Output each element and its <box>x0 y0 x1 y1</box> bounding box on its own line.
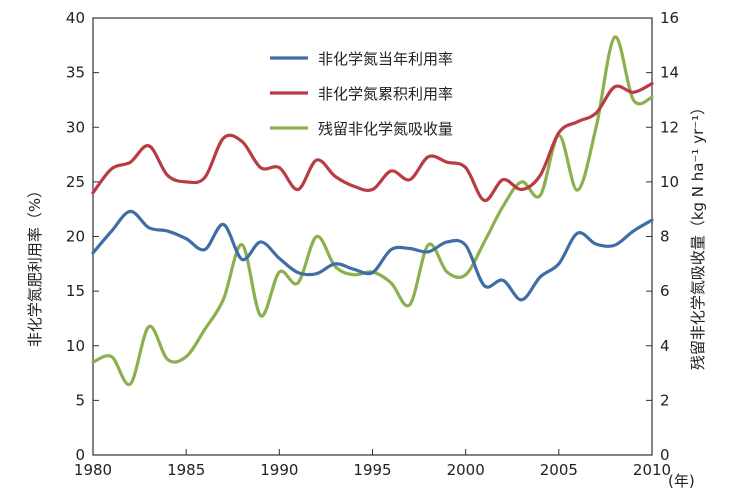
legend-label-1: 非化学氮累积利用率 <box>318 85 453 103</box>
y-tick-label: 5 <box>75 391 85 409</box>
x-tick-label: 2000 <box>447 461 485 479</box>
y-tick-label: 20 <box>66 228 85 246</box>
legend-label-0: 非化学氮当年利用率 <box>318 50 453 68</box>
ticks-layer: 1980 1985 1990 1995 2000 2005 2010051015202530… <box>66 9 679 479</box>
y2-tick-label: 10 <box>660 173 679 191</box>
y2-tick-label: 4 <box>660 337 670 355</box>
y2-tick-label: 2 <box>660 391 670 409</box>
y-tick-label: 30 <box>66 118 85 136</box>
x-tick-label: 1990 <box>260 461 298 479</box>
x-tick-label: 1980 <box>74 461 112 479</box>
legend-label-2: 残留非化学氮吸收量 <box>318 120 453 138</box>
series-layer <box>91 35 654 387</box>
plot-area <box>92 17 653 456</box>
series-line-0 <box>91 209 654 302</box>
x-tick-label: 2010 <box>633 461 671 479</box>
series-line-1 <box>91 81 654 203</box>
y2-axis-title: 残留非化学氮吸收量（kg N ha⁻¹ yr⁻¹） <box>689 100 707 370</box>
x-tick-label: 1995 <box>353 461 391 479</box>
y2-tick-label: 16 <box>660 9 679 27</box>
x-tick-label: 2005 <box>540 461 578 479</box>
y-tick-label: 35 <box>66 64 85 82</box>
plot-border <box>92 17 653 456</box>
y2-tick-label: 8 <box>660 228 670 246</box>
x-tick-label: 1985 <box>167 461 205 479</box>
y2-tick-label: 0 <box>660 446 670 464</box>
y-tick-label: 0 <box>75 446 85 464</box>
y2-tick-label: 12 <box>660 118 679 136</box>
y-tick-label: 10 <box>66 337 85 355</box>
y-tick-label: 15 <box>66 282 85 300</box>
y2-tick-label: 6 <box>660 282 670 300</box>
y-tick-label: 40 <box>66 9 85 27</box>
y2-tick-label: 14 <box>660 64 679 82</box>
y-tick-label: 25 <box>66 173 85 191</box>
y-axis-title: 非化学氮肥利用率（%） <box>26 183 44 347</box>
x-axis-title: (年) <box>668 472 695 490</box>
